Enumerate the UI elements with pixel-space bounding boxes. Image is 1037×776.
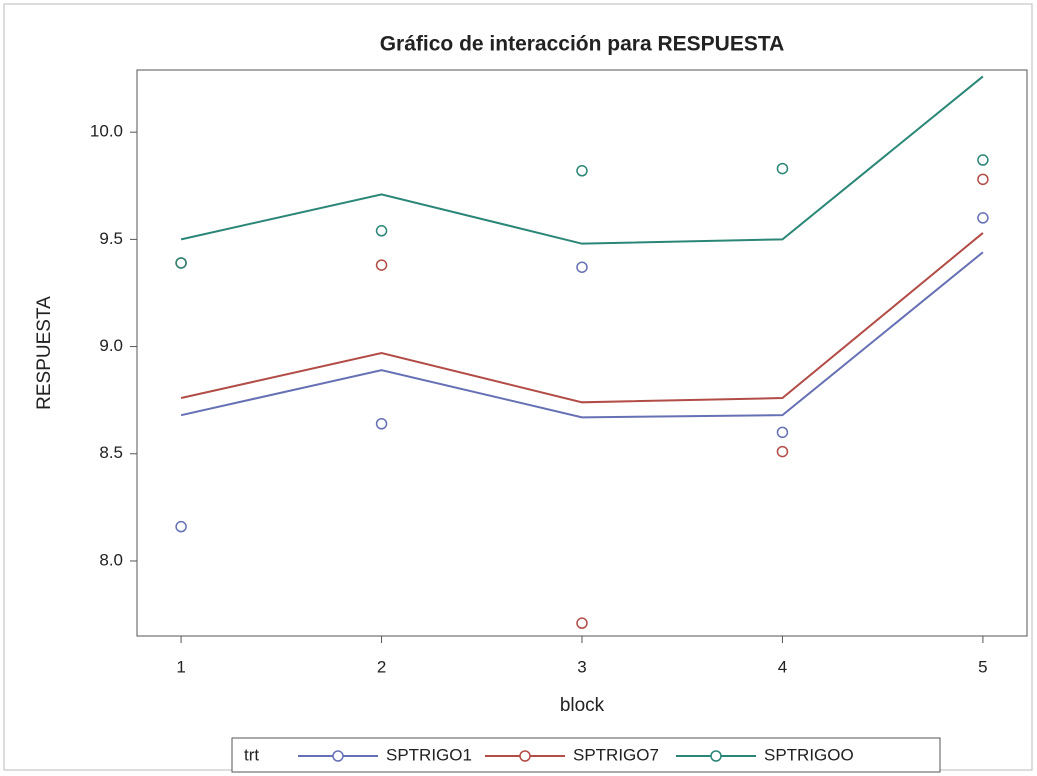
legend-marker [332, 750, 344, 762]
legend-label: SPTRIGO1 [386, 745, 472, 764]
observed-point [576, 617, 588, 629]
legend-marker [519, 750, 531, 762]
y-tick-label: 8.5 [99, 443, 123, 462]
observed-point [375, 259, 388, 271]
observed-point [175, 257, 187, 269]
y-tick-label: 10.0 [90, 122, 123, 141]
y-axis-label: RESPUESTA [34, 296, 55, 410]
chart-title: Gráfico de interacción para RESPUESTA [380, 33, 785, 56]
y-tick-label: 8.0 [99, 550, 123, 569]
legend-label: SPTRIGO7 [573, 745, 659, 764]
observed-point [977, 154, 989, 166]
observed-point [576, 165, 588, 177]
observed-point [175, 520, 187, 533]
observed-point [375, 225, 388, 237]
fit-line [180, 75, 984, 245]
observed-point [776, 445, 789, 458]
x-axis-label: block [560, 695, 605, 716]
x-tick-label: 2 [377, 657, 386, 676]
y-tick-label: 9.5 [99, 229, 123, 248]
observed-point [776, 162, 789, 175]
observed-point [977, 173, 989, 186]
observed-point [776, 426, 789, 439]
legend-marker [710, 750, 722, 762]
legend-title: trt [244, 745, 259, 764]
fit-line [180, 251, 984, 419]
legend-label: SPTRIGOO [764, 745, 854, 764]
x-tick-label: 4 [778, 657, 787, 676]
x-tick-label: 3 [577, 657, 586, 676]
observed-point [977, 212, 989, 224]
observed-point [375, 418, 388, 430]
x-tick-label: 5 [978, 657, 987, 676]
y-tick-label: 9.0 [99, 336, 123, 355]
fit-line [180, 232, 984, 404]
observed-point [576, 261, 588, 273]
x-tick-label: 1 [176, 657, 185, 676]
